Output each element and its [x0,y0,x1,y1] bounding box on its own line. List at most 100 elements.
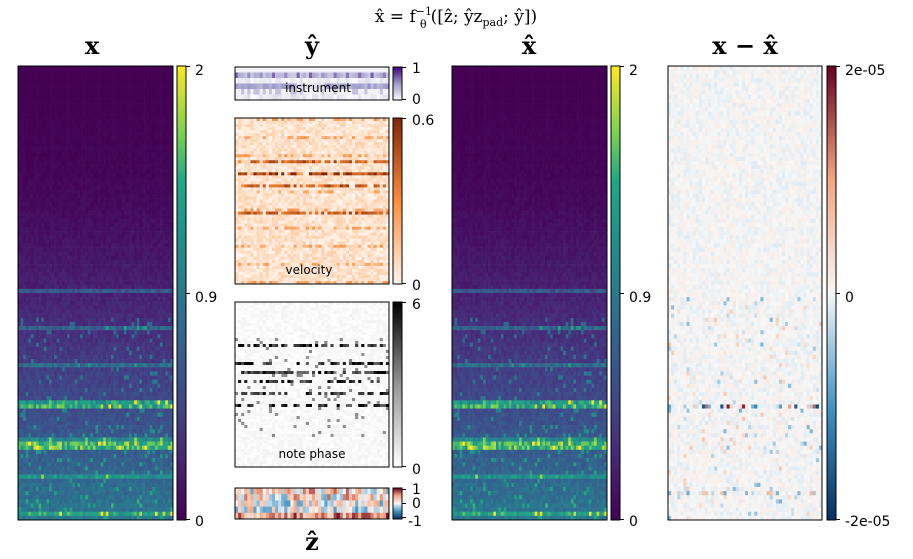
x-cell [80,123,83,129]
x-cell [111,148,114,153]
x-cell [95,239,99,244]
x-cell [41,185,45,191]
x-cell [85,231,89,236]
x-cell [82,152,86,158]
x-cell [154,259,158,265]
x-cell [121,177,125,182]
x-cell [105,70,109,75]
x-cell [105,132,109,137]
x-cell [108,371,112,376]
x-cell [136,144,140,149]
x-cell [43,177,47,182]
x-cell [134,218,138,224]
x-cell [139,185,143,191]
x-cell [33,363,37,368]
x-cell [170,86,174,92]
x-cell [129,160,132,166]
x-cell [82,338,86,343]
x-cell [82,350,86,356]
x-cell [103,119,107,125]
x-cell [28,169,32,174]
x-cell [154,177,158,182]
x-cell [134,99,138,104]
x-cell [154,255,158,261]
x-cell [98,288,101,294]
x-cell [74,272,78,277]
x-cell [134,156,138,162]
x-cell [25,309,29,314]
x-cell [103,338,107,343]
x-cell [121,396,125,401]
x-cell [90,330,94,335]
x-cell [20,173,24,178]
x-cell [129,193,132,199]
x-cell [136,99,140,104]
x-cell [118,160,122,166]
x-cell [103,127,107,133]
x-cell [170,346,174,352]
x-cell [162,247,166,253]
x-cell [100,202,104,207]
x-cell [33,272,37,277]
x-cell [160,173,163,178]
x-cell [87,90,91,96]
x-cell [49,317,52,323]
x-cell [25,297,29,302]
x-cell [121,78,125,83]
x-cell [129,210,132,215]
x-cell [95,243,99,248]
x-cell [33,301,37,306]
x-cell [116,359,120,364]
x-cell [80,111,83,116]
x-cell [82,259,86,265]
x-cell [77,202,81,207]
x-cell [108,189,112,195]
x-cell [95,148,99,153]
x-cell [167,74,171,79]
x-cell [154,119,158,125]
x-cell [67,86,70,92]
x-cell [98,156,101,162]
x-cell [160,140,163,145]
x-cell [49,379,52,385]
x-cell [167,181,171,186]
x-cell [43,392,47,397]
x-cell [142,119,145,125]
x-cell [61,231,65,236]
x-cell [49,375,52,380]
x-cell [18,189,21,195]
x-cell [25,66,29,71]
x-cell [118,132,122,137]
x-cell [147,251,151,257]
x-cell [51,165,55,170]
x-cell [46,235,50,240]
x-cell [162,350,166,356]
x-cell [87,404,91,409]
x-cell [167,66,171,71]
x-cell [160,396,163,401]
x-cell [49,404,52,409]
x-cell [87,284,91,290]
x-cell [139,350,143,356]
x-cell [30,148,34,153]
x-cell [77,177,81,182]
x-cell [103,136,107,141]
x-cell [80,115,83,120]
x-cell [28,210,32,215]
x-cell [82,210,86,215]
x-cell [33,379,37,385]
x-cell [167,119,171,125]
x-cell [43,231,47,236]
x-cell [162,90,166,96]
x-cell [149,222,153,228]
x-cell [123,144,127,149]
x-cell [100,226,104,232]
x-cell [170,202,174,207]
x-cell [116,379,120,385]
x-cell [139,90,143,96]
x-cell [142,317,145,323]
x-cell [139,189,143,195]
x-cell [170,264,174,269]
x-cell [28,387,32,393]
x-cell [152,86,156,92]
